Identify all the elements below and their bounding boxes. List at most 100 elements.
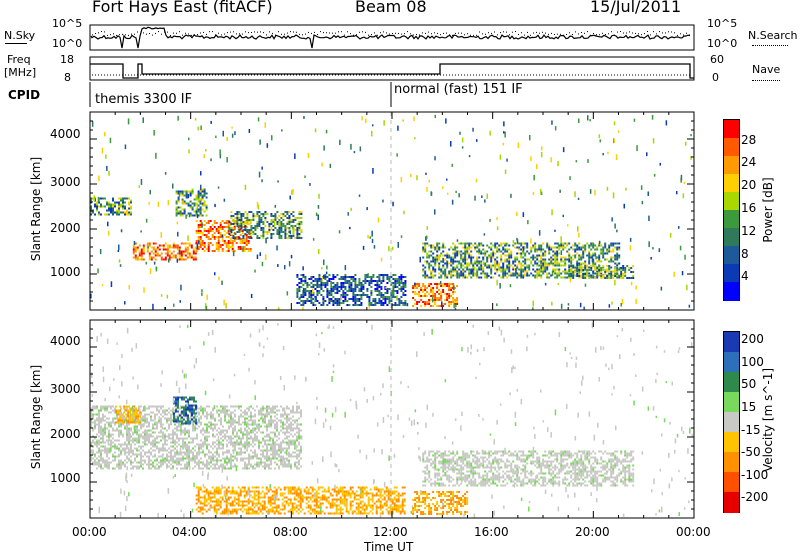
heatmap-cell xyxy=(476,262,479,265)
heatmap-cell xyxy=(482,266,485,269)
heatmap-cell xyxy=(292,231,295,233)
heatmap-cell xyxy=(112,211,114,214)
heatmap-cell xyxy=(221,248,224,250)
heatmap-cell xyxy=(130,199,132,202)
heatmap-cell xyxy=(164,447,166,450)
heatmap-cell xyxy=(92,441,94,444)
heatmap-cell xyxy=(130,207,132,210)
heatmap-cell xyxy=(118,207,120,210)
heatmap-cell xyxy=(170,246,173,249)
heatmap-cell xyxy=(254,437,256,440)
heatmap-cell xyxy=(540,250,543,253)
heatmap-cell xyxy=(272,455,274,458)
heatmap-cell xyxy=(260,227,263,229)
heatmap-cell xyxy=(240,219,243,221)
heatmap-cell xyxy=(366,288,369,290)
freq-label-line2: [MHz] xyxy=(4,66,37,79)
heatmap-cell xyxy=(284,215,287,217)
heatmap-cell xyxy=(318,290,321,292)
heatmap-cell xyxy=(106,201,108,204)
heatmap-cell xyxy=(181,198,184,201)
heatmap-cell xyxy=(468,155,471,158)
heatmap-cell xyxy=(178,256,181,259)
heatmap-cell xyxy=(240,227,243,229)
heatmap-cell xyxy=(196,433,198,436)
heatmap-cell xyxy=(474,248,477,251)
heatmap-cell xyxy=(120,229,123,233)
heatmap-cell xyxy=(140,248,143,251)
heatmap-cell xyxy=(205,149,207,152)
heatmap-cell xyxy=(306,284,309,286)
heatmap-cell xyxy=(613,121,616,126)
heatmap-cell xyxy=(270,423,272,426)
heatmap-cell xyxy=(262,235,265,237)
heatmap-cell xyxy=(432,295,435,297)
heatmap-cell xyxy=(227,250,230,252)
heatmap-cell xyxy=(244,457,246,460)
heatmap-cell xyxy=(122,211,124,214)
heatmap-cell xyxy=(126,211,128,214)
heatmap-cell xyxy=(160,435,162,438)
heatmap-cell xyxy=(414,293,417,295)
heatmap-cell xyxy=(200,461,202,464)
heatmap-cell xyxy=(176,258,179,263)
heatmap-cell xyxy=(564,242,567,245)
heatmap-cell xyxy=(636,145,638,152)
heatmap-cell xyxy=(388,300,391,302)
heatmap-cell xyxy=(90,205,92,208)
heatmap-cell xyxy=(266,143,269,148)
heatmap-cell xyxy=(276,423,278,426)
heatmap-cell xyxy=(245,238,248,240)
heatmap-cell xyxy=(452,258,455,261)
heatmap-cell xyxy=(478,252,481,255)
heatmap-cell xyxy=(254,451,256,454)
heatmap-cell xyxy=(578,254,581,257)
heatmap-cell xyxy=(432,260,435,263)
heatmap-cell xyxy=(102,405,104,408)
heatmap-cell xyxy=(492,276,495,279)
heatmap-cell xyxy=(260,449,262,452)
heatmap-cell xyxy=(502,248,505,251)
heatmap-cell xyxy=(434,268,437,271)
heatmap-cell xyxy=(214,203,216,208)
heatmap-cell xyxy=(325,129,328,134)
heatmap-cell xyxy=(262,419,264,422)
heatmap-cell xyxy=(372,300,375,302)
heatmap-cell xyxy=(224,407,226,410)
heatmap-cell xyxy=(132,415,134,418)
heatmap-cell xyxy=(432,293,435,295)
heatmap-cell xyxy=(150,250,153,253)
heatmap-cell xyxy=(494,268,497,271)
heatmap-cell xyxy=(606,252,609,255)
heatmap-cell xyxy=(172,433,174,436)
heatmap-cell xyxy=(234,425,236,428)
heatmap-cell xyxy=(392,282,395,284)
heatmap-cell xyxy=(252,231,255,233)
heatmap-cell xyxy=(258,461,260,464)
heatmap-cell xyxy=(92,421,94,424)
heatmap-cell xyxy=(116,439,118,442)
heatmap-cell xyxy=(540,246,543,249)
heatmap-cell xyxy=(230,215,233,217)
heatmap-cell xyxy=(248,455,250,458)
heatmap-cell xyxy=(500,244,503,247)
heatmap-cell xyxy=(156,409,158,412)
heatmap-cell xyxy=(512,274,515,277)
heatmap-cell xyxy=(138,439,140,442)
heatmap-cell xyxy=(128,439,130,442)
heatmap-cell xyxy=(364,282,367,284)
nsearch-point xyxy=(689,34,690,36)
heatmap-cell xyxy=(272,445,274,448)
heatmap-cell xyxy=(120,425,122,428)
nsearch-point xyxy=(200,32,201,34)
heatmap-cell xyxy=(152,463,154,466)
heatmap-cell xyxy=(478,266,481,269)
heatmap-cell xyxy=(184,246,187,249)
heatmap-cell xyxy=(176,463,178,466)
nsearch-point xyxy=(443,32,444,34)
heatmap-cell xyxy=(612,244,615,247)
heatmap-cell xyxy=(556,258,559,261)
heatmap-cell xyxy=(448,248,451,251)
heatmap-cell xyxy=(468,242,471,245)
freq-tick-top: 18 xyxy=(60,53,74,66)
